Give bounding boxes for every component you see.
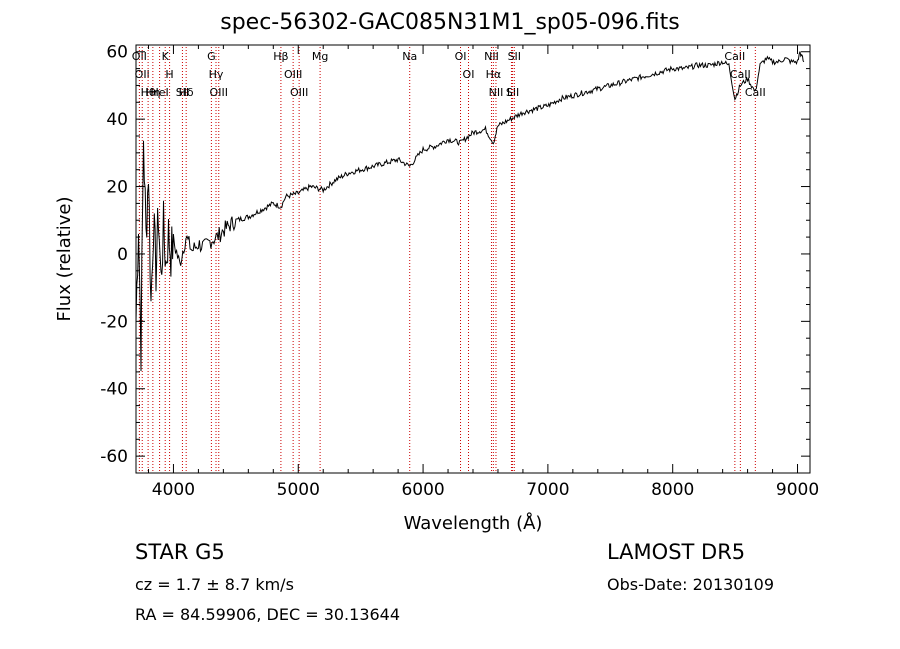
line-marker-label: OIII	[284, 68, 302, 81]
y-tick-label: 0	[117, 245, 128, 265]
spectral-class: STAR G5	[135, 540, 225, 564]
line-marker-label: OIII	[290, 86, 308, 99]
line-marker-label: OII	[135, 68, 150, 81]
line-marker-label: Mg	[312, 50, 328, 63]
line-marker-label: NII	[484, 50, 499, 63]
x-axis-label: Wavelength (Å)	[404, 512, 543, 534]
line-marker-label: SII	[508, 50, 521, 63]
redshift-readout: cz = 1.7 ± 8.7 km/s	[135, 575, 294, 594]
line-marker-label: K	[162, 50, 170, 63]
chart-title: spec-56302-GAC085N31M1_sp05-096.fits	[220, 10, 680, 35]
x-tick-label: 5000	[277, 480, 320, 500]
coordinates-readout: RA = 84.59906, DEC = 30.13644	[135, 605, 401, 624]
line-marker-label: NII	[489, 86, 504, 99]
line-marker-label: Hθ	[141, 86, 156, 99]
y-tick-label: 60	[106, 43, 128, 63]
line-marker-label: Hα	[486, 68, 502, 81]
x-tick-label: 9000	[776, 480, 819, 500]
line-marker-label: SII	[506, 86, 519, 99]
axis-ticks	[136, 45, 810, 473]
line-marker-label: Na	[402, 50, 417, 63]
obs-date: Obs-Date: 20130109	[607, 575, 775, 594]
line-marker-label: OI	[455, 50, 467, 63]
y-tick-label: -60	[100, 447, 128, 467]
line-marker-label: Hβ	[273, 50, 288, 63]
plot-frame	[135, 44, 811, 474]
line-marker-label: Li	[507, 86, 516, 99]
y-tick-label: -20	[100, 312, 128, 332]
line-marker-label: Hγ	[209, 68, 224, 81]
spectrum-line	[135, 51, 805, 372]
x-tick-label: 8000	[651, 480, 694, 500]
x-tick-label: 4000	[152, 480, 195, 500]
line-marker-label: G	[207, 50, 216, 63]
line-marker-label: HeI	[150, 86, 168, 99]
y-tick-label: 20	[106, 178, 128, 198]
x-tick-label: 7000	[526, 480, 569, 500]
line-marker-label: OI	[463, 68, 475, 81]
y-axis-label: Flux (relative)	[54, 196, 75, 321]
line-marker-label: Hη	[145, 86, 160, 99]
tick-labels: 4000 5000 6000 7000 8000 9000 -60 -40 -20 0 20 40 60	[100, 43, 819, 500]
line-marker-label: OIII	[210, 86, 228, 99]
line-marker-label: OII	[132, 50, 147, 63]
line-marker-label: CaII	[745, 86, 766, 99]
line-marker-label: CaII	[730, 68, 751, 81]
line-marker-label: Hδ	[179, 86, 194, 99]
line-marker-label: CaII	[724, 50, 745, 63]
line-marker-label: H	[165, 68, 173, 81]
y-tick-label: -40	[100, 380, 128, 400]
spectrum-series	[135, 51, 805, 372]
y-tick-label: 40	[106, 110, 128, 130]
x-tick-label: 6000	[401, 480, 444, 500]
survey-name: LAMOST DR5	[607, 540, 746, 564]
